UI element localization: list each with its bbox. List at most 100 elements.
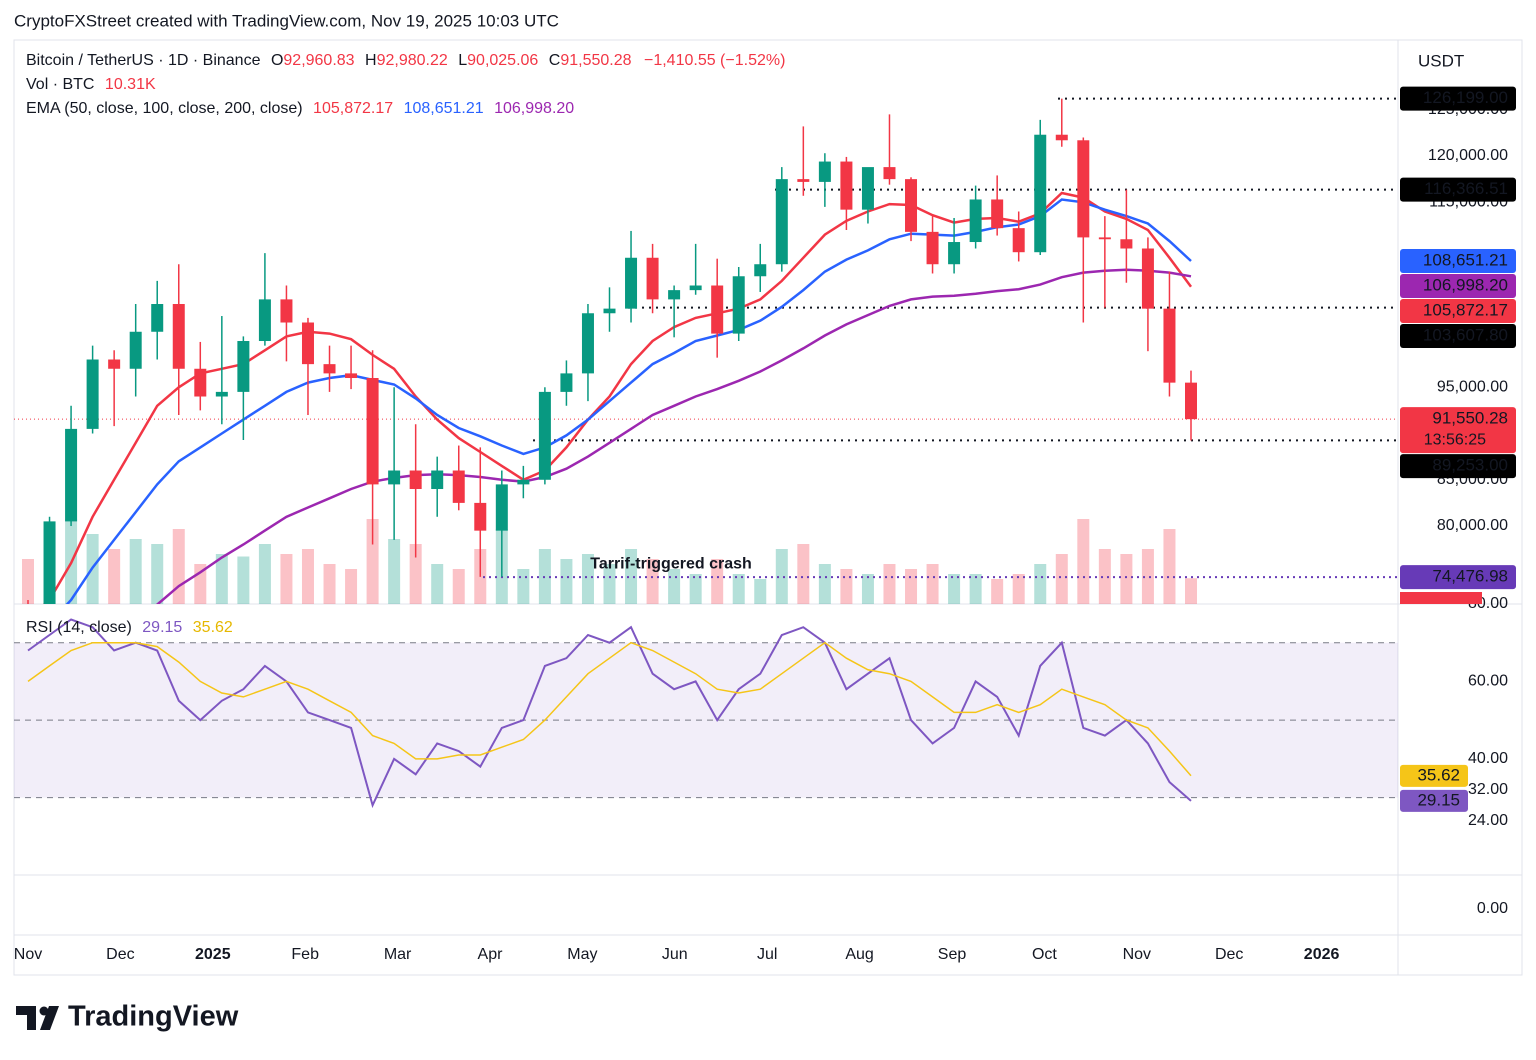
candle-body [258,299,271,342]
candle-body [1120,239,1133,249]
volume-bar [366,519,379,604]
candle-body [366,378,379,485]
volume-bar [1141,549,1154,604]
price-tag-label: 91,550.28 [1432,409,1508,428]
price-tag [1400,454,1516,479]
candle-body [905,179,918,232]
candle-body [495,484,508,531]
volume-bar [1012,574,1025,604]
rsi-ma-value: 35.62 [193,619,233,636]
x-tick-label: Mar [384,946,412,963]
ema-value: 108,651.21 [404,100,484,117]
volume-value: 10.31K [105,76,156,93]
x-tick-label: Nov [14,946,42,963]
candle-body [991,199,1004,229]
candle-body [431,470,444,490]
ohlc-key: O [271,52,283,69]
ohlc-value: 91,550.28 [560,52,631,69]
ema-line [155,268,1192,604]
x-tick-label: 2026 [1304,946,1340,963]
rsi-line [27,618,1192,809]
volume-bar [581,554,594,604]
volume-bar [1055,554,1068,604]
rsi-tag-label: 35.62 [1417,765,1460,784]
candle-body [237,341,250,392]
currency-box[interactable] [1404,46,1516,78]
price-tag [1400,323,1516,348]
currency[interactable]: USDT [1418,51,1464,70]
legend-volume: Vol · BTC 10.31K [26,76,156,93]
volume-bar [1185,578,1197,604]
chart-frame [13,39,1523,976]
volume-bar [452,569,465,604]
candle-body [43,521,56,604]
candle-body [1012,228,1025,253]
volume-bar [172,529,185,604]
candle-body [129,331,142,369]
candle-body [65,428,78,522]
rsi-tick-label: 32.00 [1468,781,1508,798]
candle-body [625,257,638,309]
price-pane [14,97,1398,604]
change: −1,410.55 (−1.52%) [644,52,785,69]
lower-pane-tick: 0.00 [1477,900,1508,917]
x-tick-label: 2025 [195,946,231,963]
volume-bar [22,559,34,604]
rsi-tick-label: 40.00 [1468,750,1508,767]
candle-body [668,290,681,300]
price-tag-label: 103,607.80 [1423,325,1508,344]
volume-bar [215,554,228,604]
candle-body [969,199,982,243]
rsi-tag-label: 29.15 [1417,790,1460,809]
ohlc-key: L [458,52,467,69]
candle-body [538,391,551,480]
volume-bar [517,569,530,604]
volume-tag [1400,592,1482,604]
candle-body [474,502,487,531]
volume-bar [969,574,982,604]
ohlc-key: C [549,52,561,69]
x-tick-label: Dec [1215,946,1243,963]
candle-body [517,479,530,485]
volume-bar [818,564,831,604]
volume-bar [646,559,659,604]
candle-body [301,322,314,365]
candle-body [1163,308,1176,383]
price-tag-label: 116,366.51 [1424,179,1508,198]
volume-bar [409,544,422,604]
candle-body [646,257,659,300]
x-tick-label: Jul [757,946,777,963]
x-tick-label: Sep [938,946,967,963]
volume-bar [991,579,1004,604]
rsi-tag [1400,789,1468,812]
volume-bar [948,574,961,604]
candle-body [1185,382,1197,420]
candle-body [280,299,293,323]
price-tag-label: 106,998.20 [1423,275,1508,294]
candle-body [689,285,702,291]
volume-bar [689,574,702,604]
candle-body [1098,237,1111,240]
candle-body [883,167,896,180]
ema-value: 105,872.17 [313,100,393,117]
volume-bar [237,556,250,604]
volume-bar [754,579,767,604]
candle-body [797,179,810,182]
price-tag [1400,177,1516,202]
volume-bar [926,564,939,604]
candle-body [345,373,358,379]
candle-body [1141,248,1154,309]
volume-title: Vol · BTC [26,76,94,93]
x-tick-label: Feb [291,946,319,963]
brand-name: TradingView [68,1001,239,1033]
y-tick-label: 120,000.00 [1428,147,1508,164]
candle-body [1077,140,1090,238]
y-tick-label: 95,000.00 [1437,378,1508,395]
candle-body [151,304,164,332]
ohlc-value: 92,980.22 [377,52,448,69]
annotation: Tarrif-triggered crash [590,555,752,572]
volume-bar [603,564,616,604]
volume-bar [108,549,121,604]
volume-bar [258,544,271,604]
x-tick-label: Nov [1123,946,1151,963]
